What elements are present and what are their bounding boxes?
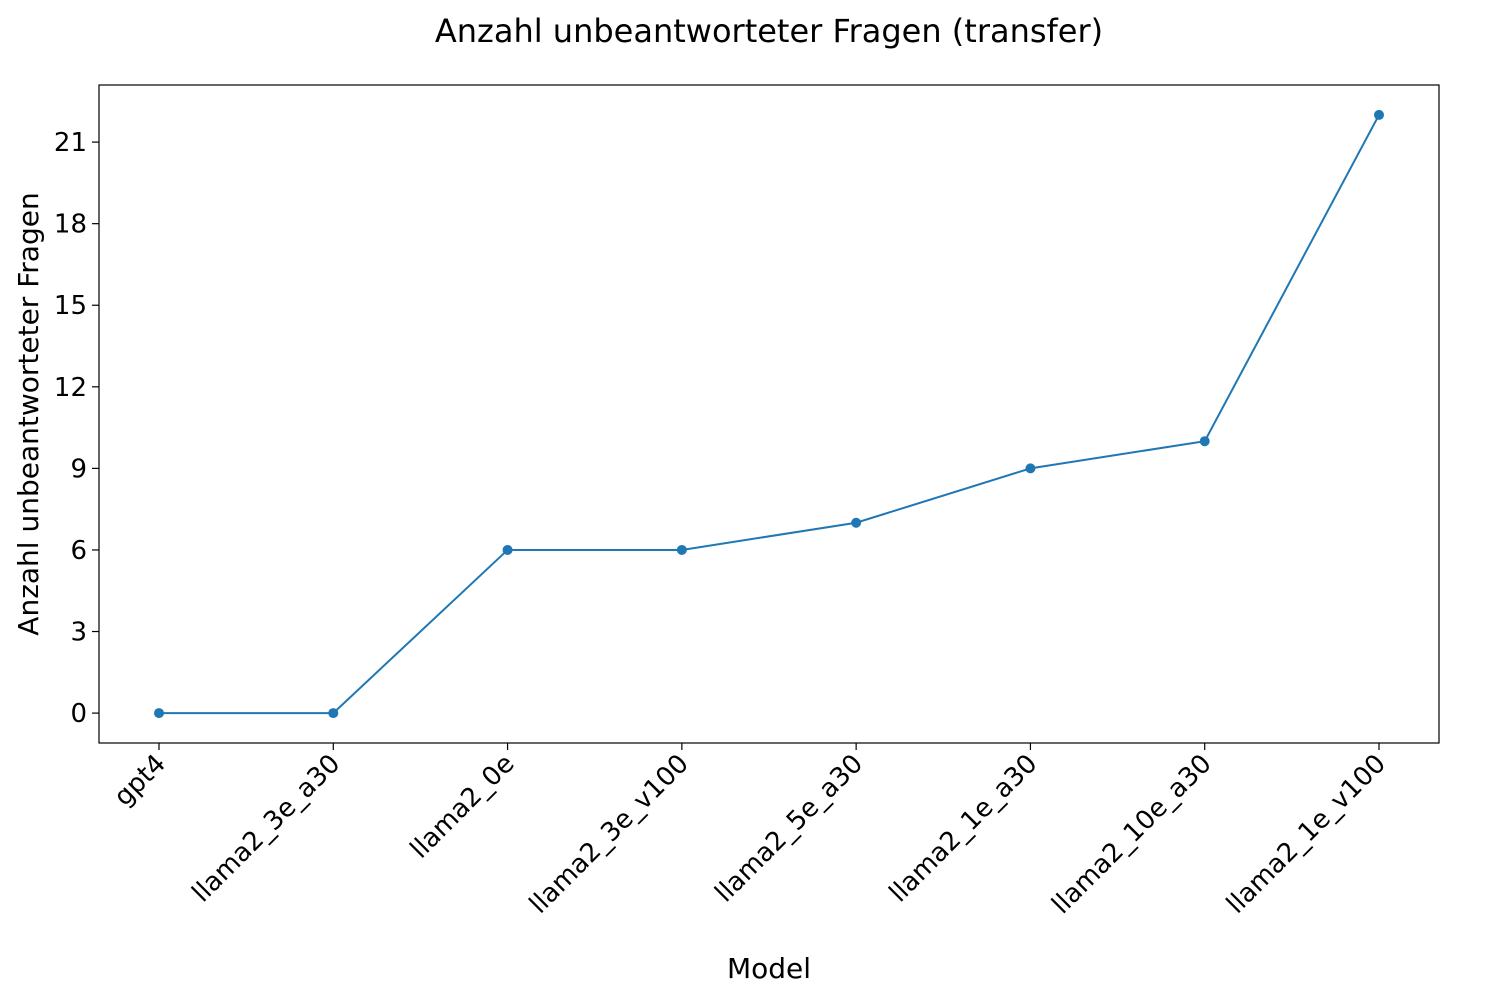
- y-tick-label: 15: [54, 291, 87, 321]
- x-tick-label: llama2_0e: [405, 749, 521, 865]
- y-tick-label: 0: [70, 699, 87, 729]
- chart-title: Anzahl unbeantworteter Fragen (transfer): [435, 12, 1103, 50]
- data-point: [154, 708, 164, 719]
- y-axis: 0 3 6 9 12 15 18 21: [54, 128, 99, 729]
- y-tick-label: 3: [70, 618, 87, 648]
- x-tick-label: llama2_3e_v100: [524, 749, 695, 920]
- x-tick-label: llama2_1e_a30: [884, 749, 1044, 909]
- x-axis: gpt4 llama2_3e_a30 llama2_0e llama2_3e_v100…: [108, 743, 1392, 920]
- plot-area-frame: [98, 84, 1440, 744]
- x-tick-label: llama2_10e_a30: [1046, 749, 1217, 920]
- series-line: [159, 114, 1380, 715]
- data-point: [1199, 436, 1210, 447]
- y-tick-label: 6: [70, 536, 87, 566]
- x-tick-label: llama2_3e_a30: [187, 749, 347, 909]
- data-point: [1374, 109, 1384, 120]
- y-axis-label: Anzahl unbeantworteter Fragen: [12, 192, 45, 635]
- series-layer: [154, 109, 1384, 719]
- x-tick-label: llama2_5e_a30: [709, 749, 869, 909]
- data-point: [851, 517, 862, 528]
- data-point: [328, 708, 339, 719]
- y-tick-label: 12: [54, 373, 87, 403]
- x-axis-label: Model: [727, 952, 811, 985]
- x-tick-label: llama2_1e_v100: [1221, 749, 1392, 920]
- data-point: [676, 544, 687, 555]
- y-tick-label: 9: [70, 454, 87, 484]
- y-tick-label: 21: [54, 128, 87, 158]
- data-point: [1025, 463, 1036, 474]
- data-point: [502, 544, 513, 555]
- y-tick-label: 18: [54, 210, 87, 240]
- x-tick-label: gpt4: [108, 749, 171, 812]
